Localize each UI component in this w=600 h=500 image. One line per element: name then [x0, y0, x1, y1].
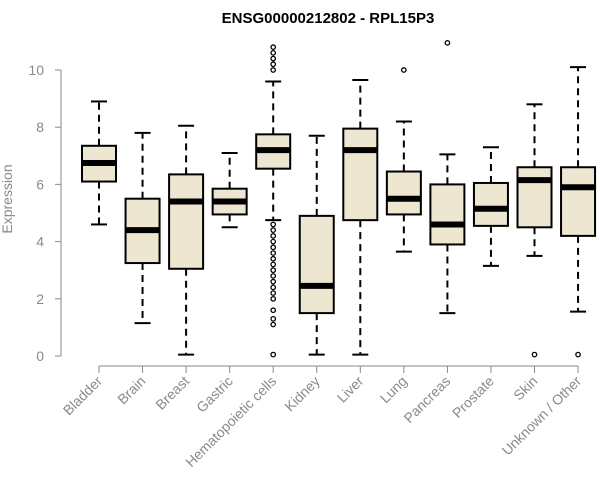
box-liver [342, 79, 379, 356]
outlier-point [270, 278, 277, 285]
outlier-point [270, 321, 277, 328]
outlier-point [270, 238, 277, 245]
category-label: Kidney [281, 373, 323, 415]
outlier-point [270, 290, 277, 296]
outlier-point [270, 221, 277, 228]
y-tick-label: 2 [36, 291, 44, 307]
outlier-point [270, 267, 277, 274]
box-unknown-other [560, 66, 597, 358]
category-label: Skin [510, 373, 541, 404]
y-tick-label: 10 [28, 62, 44, 78]
box-lung [385, 67, 422, 253]
category-label: Gastric [193, 373, 236, 416]
box-bladder [81, 100, 117, 226]
iqr-box [516, 166, 553, 229]
iqr-box [560, 166, 597, 237]
outlier-point [270, 233, 277, 239]
outlier-point [270, 261, 277, 268]
y-tick-label: 8 [36, 119, 44, 135]
y-axis-label: Expression [0, 164, 15, 233]
boxes [81, 39, 597, 358]
outlier-point [400, 67, 407, 73]
category-label: Prostate [449, 373, 497, 421]
category-label: Pancreas [400, 373, 453, 426]
iqr-box [168, 173, 205, 270]
y-tick-label: 6 [36, 176, 44, 192]
outlier-point [270, 227, 277, 234]
outlier-point [270, 55, 277, 62]
y-tick-label: 4 [36, 234, 44, 250]
outlier-point [531, 351, 538, 358]
outlier-point [444, 39, 451, 46]
iqr-box [429, 183, 466, 246]
chart-title: ENSG00000212802 - RPL15P3 [222, 10, 435, 27]
box-prostate [472, 146, 509, 267]
outlier-point [270, 284, 277, 291]
box-hematopoietic-cells [255, 44, 292, 358]
outlier-point [575, 351, 581, 358]
outlier-point [270, 61, 277, 68]
category-label: Lung [377, 373, 410, 406]
outlier-point [270, 44, 277, 50]
box-breast [168, 124, 205, 356]
box-skin [516, 103, 553, 358]
category-label: Unknown / Other [499, 373, 585, 459]
category-label: Liver [334, 373, 367, 406]
outlier-point [270, 351, 277, 358]
outlier-point [270, 49, 277, 56]
box-kidney [298, 134, 335, 356]
box-brain [124, 131, 161, 325]
outlier-point [270, 255, 277, 262]
outlier-point [270, 307, 277, 314]
axes: 0 2 4 6 8 10 [28, 62, 579, 373]
iqr-box [298, 214, 335, 315]
box-pancreas [429, 39, 466, 315]
category-label: Bladder [60, 373, 106, 419]
category-label: Brain [114, 373, 148, 407]
iqr-box [472, 181, 509, 227]
y-tick-label: 0 [36, 348, 44, 364]
outlier-point [270, 315, 277, 322]
outlier-point [270, 295, 277, 302]
outlier-point [270, 273, 277, 279]
category-label: Breast [152, 373, 192, 413]
outlier-point [270, 244, 277, 251]
iqr-box [342, 127, 379, 222]
outlier-point [270, 250, 277, 256]
outlier-point [270, 67, 277, 73]
iqr-box [385, 170, 422, 216]
box-gastric [211, 151, 248, 229]
